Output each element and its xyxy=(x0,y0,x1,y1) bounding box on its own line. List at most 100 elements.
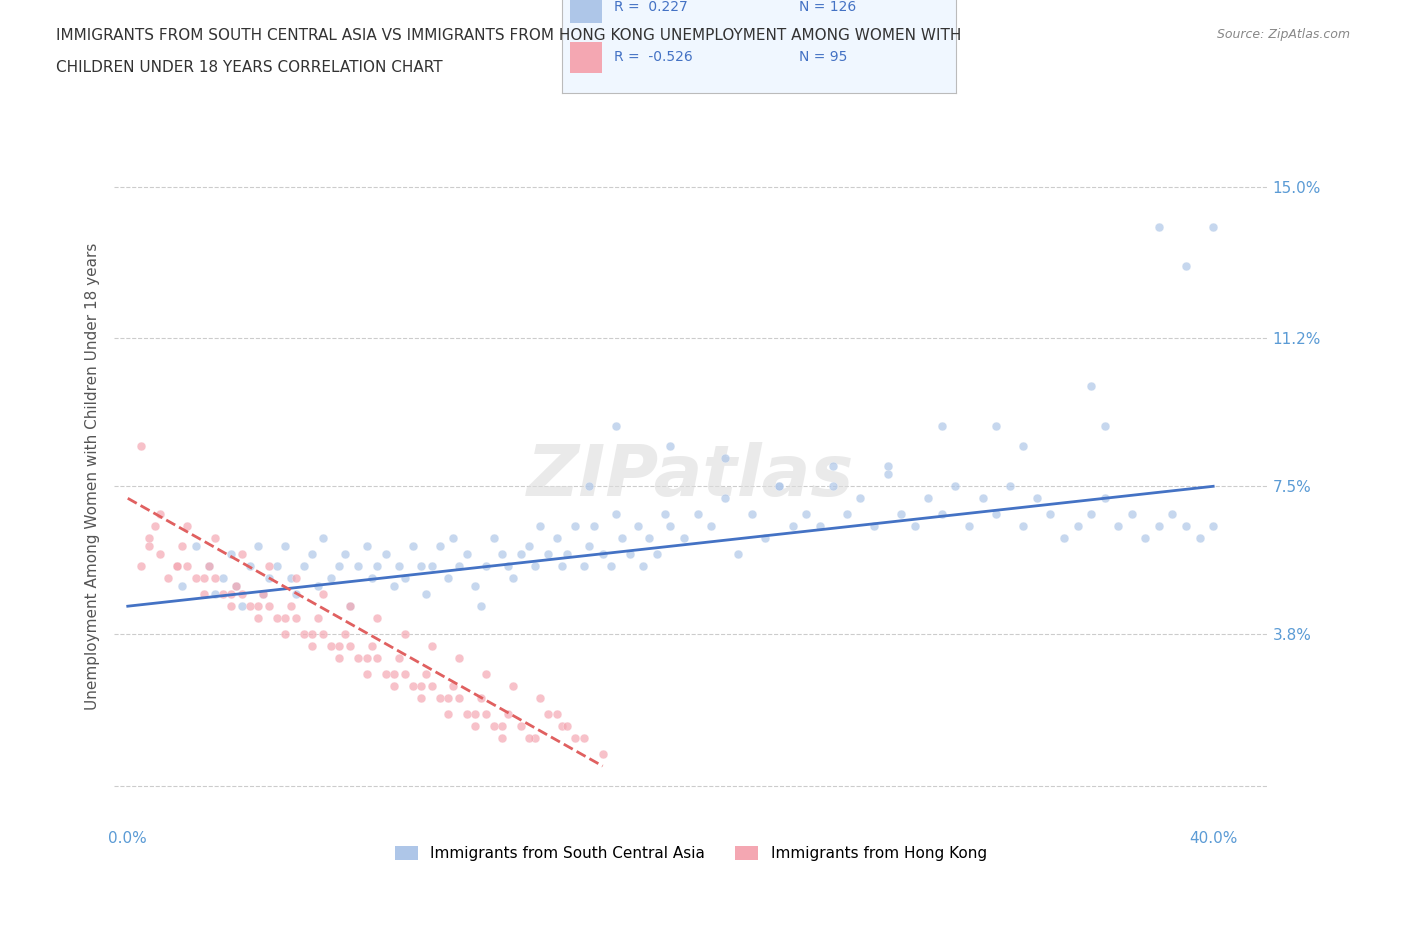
Text: R =  -0.526: R = -0.526 xyxy=(613,50,692,64)
Point xyxy=(491,547,513,562)
Point xyxy=(700,519,723,534)
Point xyxy=(686,507,709,522)
Point xyxy=(659,519,682,534)
Point xyxy=(420,639,443,654)
Point xyxy=(252,587,274,602)
Point xyxy=(394,571,416,586)
Point xyxy=(475,707,498,722)
Point xyxy=(239,559,262,574)
Point xyxy=(257,559,280,574)
Point xyxy=(204,587,226,602)
Point xyxy=(247,538,270,553)
Point xyxy=(149,547,172,562)
Point xyxy=(464,578,486,593)
Point xyxy=(876,467,898,482)
Point xyxy=(366,651,388,666)
Point xyxy=(333,627,356,642)
Text: Source: ZipAtlas.com: Source: ZipAtlas.com xyxy=(1216,28,1350,41)
Point xyxy=(1025,491,1047,506)
Point xyxy=(1053,531,1076,546)
Point xyxy=(131,559,153,574)
Point xyxy=(285,571,308,586)
Point xyxy=(274,538,297,553)
Point xyxy=(931,507,953,522)
Point xyxy=(321,639,343,654)
Point xyxy=(247,599,270,614)
Point xyxy=(285,611,308,626)
Point xyxy=(917,491,939,506)
Point xyxy=(1094,491,1116,506)
Point xyxy=(447,559,470,574)
Point xyxy=(138,538,160,553)
Point xyxy=(1175,259,1198,274)
Point xyxy=(402,679,425,694)
Point xyxy=(198,559,221,574)
Point xyxy=(863,519,886,534)
Point xyxy=(1121,507,1143,522)
Point xyxy=(437,571,460,586)
Point xyxy=(274,611,297,626)
Point xyxy=(904,519,927,534)
Point xyxy=(257,599,280,614)
Point xyxy=(285,587,308,602)
Point xyxy=(131,439,153,454)
Point xyxy=(713,451,735,466)
Point xyxy=(557,547,579,562)
Point xyxy=(972,491,994,506)
Point xyxy=(510,719,533,734)
Point xyxy=(835,507,858,522)
Point xyxy=(523,731,546,746)
Point xyxy=(166,559,188,574)
Point xyxy=(176,519,198,534)
Point xyxy=(470,691,492,706)
Point xyxy=(339,639,361,654)
Point xyxy=(510,547,533,562)
Point xyxy=(356,651,378,666)
Point xyxy=(382,679,405,694)
Point xyxy=(204,571,226,586)
Point xyxy=(754,531,776,546)
Point xyxy=(231,599,253,614)
Point xyxy=(984,507,1007,522)
Point xyxy=(138,531,160,546)
Text: N = 126: N = 126 xyxy=(799,0,856,14)
Point xyxy=(321,571,343,586)
Point xyxy=(266,611,288,626)
Point xyxy=(546,531,568,546)
Point xyxy=(564,519,586,534)
Point xyxy=(339,599,361,614)
Point xyxy=(312,531,335,546)
Point xyxy=(361,639,384,654)
Point xyxy=(402,538,425,553)
Point xyxy=(347,559,370,574)
Point xyxy=(470,599,492,614)
Point xyxy=(519,731,541,746)
Point xyxy=(890,507,912,522)
Point xyxy=(301,627,323,642)
Point xyxy=(823,458,845,473)
Point xyxy=(1147,519,1170,534)
Point xyxy=(808,519,831,534)
Text: ZIPatlas: ZIPatlas xyxy=(527,442,855,511)
Point xyxy=(1107,519,1129,534)
Point xyxy=(475,559,498,574)
Point xyxy=(605,418,627,433)
Point xyxy=(551,719,574,734)
Point xyxy=(247,611,270,626)
Point xyxy=(1094,418,1116,433)
Point xyxy=(496,707,519,722)
Point xyxy=(225,578,247,593)
Point xyxy=(1175,519,1198,534)
Point xyxy=(557,719,579,734)
Point xyxy=(529,519,551,534)
Point xyxy=(211,571,233,586)
Text: CHILDREN UNDER 18 YEARS CORRELATION CHART: CHILDREN UNDER 18 YEARS CORRELATION CHAR… xyxy=(56,60,443,75)
Point xyxy=(491,719,513,734)
Point xyxy=(157,571,180,586)
Point xyxy=(257,571,280,586)
Point xyxy=(496,559,519,574)
Point xyxy=(219,599,242,614)
Point xyxy=(1135,531,1157,546)
Point xyxy=(502,571,524,586)
Point xyxy=(339,599,361,614)
